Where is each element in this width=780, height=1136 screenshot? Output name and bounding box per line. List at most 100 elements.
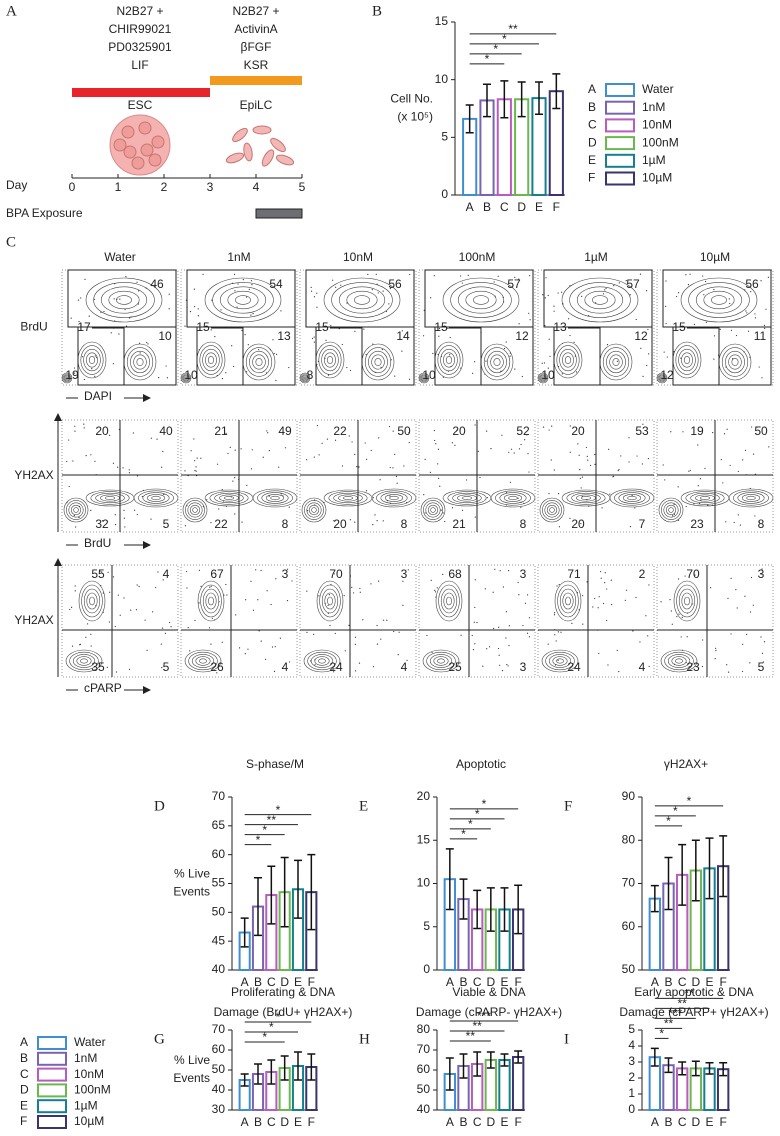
event-dot — [509, 355, 511, 357]
y-axis-label: % Live — [174, 1053, 210, 1067]
event-dot — [605, 287, 607, 290]
significance-label: ** — [466, 1029, 476, 1043]
gate-percent: 3 — [401, 567, 408, 581]
gate-percent: 23 — [686, 660, 700, 674]
contour — [86, 352, 98, 368]
x-tick-label: E — [294, 975, 302, 989]
event-dot — [389, 287, 391, 289]
event-dot — [66, 460, 68, 463]
gate-percent: 2 — [639, 567, 646, 581]
epilc-cell — [261, 149, 275, 167]
contour — [338, 286, 386, 314]
event-dot — [505, 611, 507, 613]
contour — [151, 495, 161, 501]
error-bar — [514, 1050, 523, 1064]
day-label: 4 — [253, 180, 260, 194]
event-dot — [544, 324, 546, 327]
contour — [418, 372, 430, 384]
contour — [658, 497, 684, 523]
gate-percent: 40 — [159, 424, 173, 438]
event-dot — [193, 438, 195, 440]
contour — [665, 504, 677, 516]
event-dot — [108, 621, 111, 623]
event-dot — [99, 570, 101, 572]
contour — [420, 374, 428, 382]
event-dot — [266, 590, 268, 592]
y-tick-label: 5 — [441, 130, 448, 144]
event-dot — [528, 471, 530, 473]
event-dot — [592, 606, 594, 608]
event-dot — [288, 366, 290, 369]
contour — [461, 496, 473, 500]
event-dot — [434, 591, 437, 593]
gate-percent: 10 — [422, 368, 436, 382]
event-dot — [227, 452, 229, 455]
x-tick-label: D — [486, 975, 495, 989]
contour — [667, 654, 691, 668]
contour — [657, 373, 667, 383]
contour — [302, 375, 308, 381]
event-dot — [663, 351, 665, 353]
event-dot — [225, 432, 227, 435]
gate-percent: 8 — [307, 368, 314, 382]
contour — [443, 592, 455, 610]
contour — [487, 350, 507, 374]
contour — [200, 584, 222, 618]
significance-label: * — [666, 814, 671, 828]
contour — [235, 295, 251, 305]
contour — [434, 341, 464, 379]
event-dot — [514, 276, 516, 278]
contour — [207, 356, 215, 364]
event-dot — [136, 513, 138, 516]
event-dot — [102, 592, 104, 594]
event-dot — [358, 466, 360, 468]
event-dot — [344, 650, 346, 652]
event-dot — [498, 654, 500, 656]
event-dot — [197, 308, 199, 310]
gate-percent: 12 — [660, 368, 674, 382]
gate-percent: 17 — [77, 320, 91, 334]
event-dot — [624, 599, 626, 601]
event-dot — [380, 366, 382, 368]
event-dot — [260, 640, 262, 642]
event-dot — [671, 623, 673, 625]
event-dot — [606, 588, 608, 590]
event-dot — [316, 306, 318, 308]
event-dot — [354, 643, 356, 646]
contour — [184, 376, 188, 380]
event-dot — [170, 626, 172, 628]
contour — [333, 492, 363, 504]
y-tick-label: 70 — [212, 789, 226, 803]
event-dot — [231, 345, 233, 347]
y-tick-label: 20 — [417, 789, 431, 803]
contour — [199, 658, 207, 664]
event-dot — [702, 639, 704, 641]
event-dot — [549, 355, 551, 357]
contour — [576, 286, 624, 314]
event-dot — [185, 570, 188, 573]
contour — [324, 352, 336, 368]
event-dot — [225, 583, 227, 586]
contour — [609, 354, 623, 370]
event-dot — [107, 571, 109, 573]
event-dot — [604, 572, 606, 574]
gate-percent: 70 — [329, 567, 343, 581]
contour — [100, 494, 120, 502]
gate — [196, 326, 244, 386]
event-dot — [494, 568, 496, 570]
event-dot — [341, 465, 344, 467]
event-dot — [664, 479, 666, 481]
event-dot — [352, 592, 355, 594]
event-dot — [761, 377, 763, 379]
event-dot — [518, 594, 520, 596]
event-dot — [694, 574, 696, 576]
event-dot — [759, 426, 761, 428]
contour — [656, 372, 668, 384]
event-dot — [310, 286, 312, 288]
contour — [545, 651, 575, 671]
event-dot — [137, 290, 140, 292]
event-dot — [144, 619, 146, 621]
legend-swatch — [605, 136, 635, 151]
error-bar — [500, 80, 509, 119]
event-dot — [333, 573, 335, 575]
